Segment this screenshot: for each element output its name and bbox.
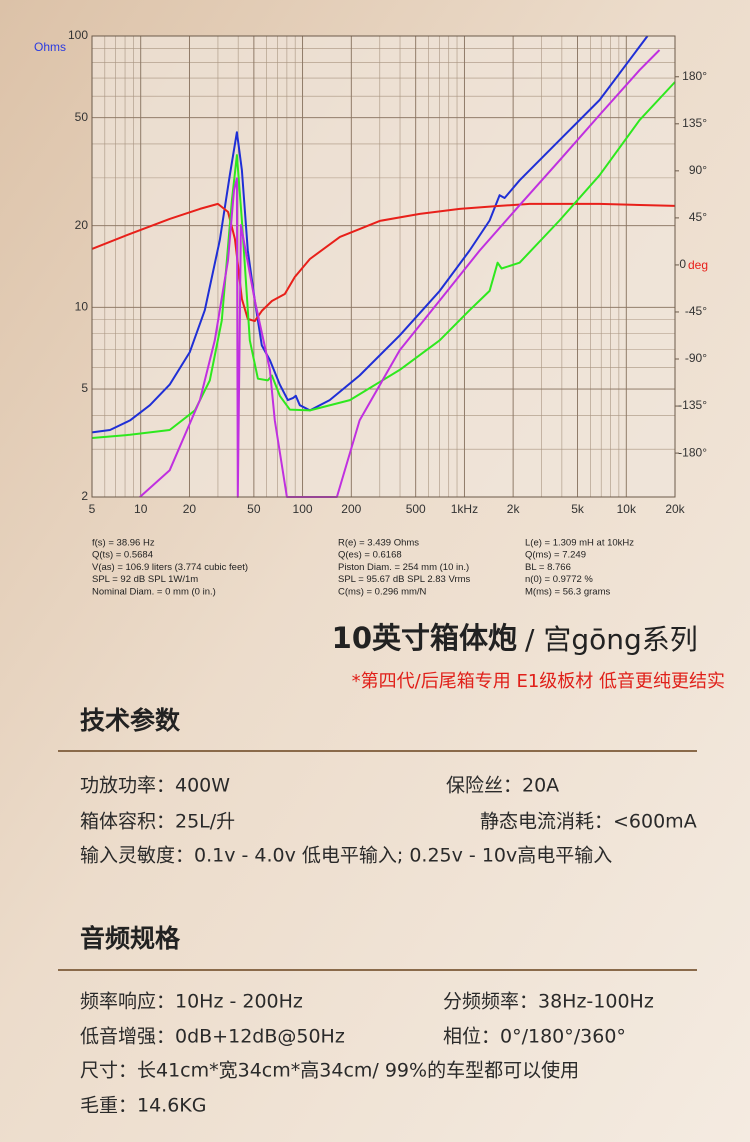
param: BL = 8.766 [525,562,571,573]
y2-tick-label: -90° [685,351,707,365]
spec-item: 分频频率：38Hz-100Hz [443,991,654,1013]
y2-tick-label: -45° [685,304,707,318]
x-tick-label: 20k [665,502,685,516]
series-line [91,81,676,439]
param: Nominal Diam. = 0 mm (0 in.) [92,586,216,597]
x-tick-label: 10 [134,502,148,516]
param: Piston Diam. = 254 mm (10 in.) [338,562,469,573]
param: Q(es) = 0.6168 [338,550,402,561]
series-name: / 宫gōng系列 [525,623,698,656]
y2-tick-label: -180° [678,445,707,459]
y-tick-label: 100 [68,28,88,42]
curves [91,35,676,498]
x-tick-label: 200 [341,502,361,516]
spec-item: 功放功率：400W [80,775,230,797]
grid [91,35,679,498]
x-tick-label: 10k [617,502,637,516]
x-tick-label: 5 [89,502,96,516]
spec-item: 相位：0°/180°/360° [443,1026,626,1048]
param: R(e) = 3.439 Ohms [338,538,419,549]
y2-tick-label: 135° [682,116,707,130]
y-axis-label: Ohms [34,40,66,54]
y2-tick-label: 90° [689,163,707,177]
note: *第四代/后尾箱专用 E1级板材 低音更纯更结实 [352,671,725,692]
param: SPL = 92 dB SPL 1W/1m [92,574,198,585]
x-tick-label: 500 [406,502,426,516]
series-line [91,202,676,322]
y-tick-label: 10 [75,300,89,314]
spec-item: 静态电流消耗：<600mA [480,811,697,833]
spec-item: 毛重：14.6KG [80,1095,207,1117]
spec-item: 输入灵敏度：0.1v - 4.0v 低电平输入; 0.25v - 10v高电平输… [80,845,612,867]
param: C(ms) = 0.296 mm/N [338,586,427,597]
param: n(0) = 0.9772 % [525,574,593,585]
title: 10英寸箱体炮 [332,621,517,655]
y-tick-label: 5 [81,381,88,395]
x-tick-label: 50 [247,502,261,516]
param: M(ms) = 56.3 grams [525,586,611,597]
param: V(as) = 106.9 liters (3.774 cubic feet) [92,562,248,573]
section-heading: 技术参数 [80,706,181,735]
plot-frame [91,35,676,498]
x-tick-label: 1kHz [451,502,478,516]
spec-item: 频率响应：10Hz - 200Hz [80,991,303,1013]
y2-tick-label: 180° [682,69,707,83]
param: Q(ts) = 0.5684 [92,550,153,561]
spec-item: 低音增强：0dB+12dB@50Hz [80,1026,345,1048]
x-tick-label: 100 [293,502,313,516]
x-tick-label: 20 [183,502,197,516]
y2-tick-label: 45° [689,210,707,224]
spec-item: 保险丝：20A [446,775,559,797]
spec-item: 尺寸：长41cm*宽34cm*高34cm/ 99%的车型都可以使用 [80,1060,579,1082]
series-line [91,35,649,434]
x-tick-label: 5k [571,502,585,516]
y2-tick-label: -135° [678,398,707,412]
param: L(e) = 1.309 mH at 10kHz [525,538,634,549]
y-tick-label: 50 [75,110,89,124]
series-line [139,49,661,498]
y2-tick-label: 0 [679,257,686,271]
y-tick-label: 20 [75,218,89,232]
y2-unit: deg [688,258,708,272]
param: SPL = 95.67 dB SPL 2.83 Vrms [338,574,471,585]
plot-area [92,36,675,497]
spec-item: 箱体容积：25L/升 [80,811,235,833]
y-tick-label: 2 [81,489,88,503]
section-heading: 音频规格 [80,924,181,953]
param: f(s) = 38.96 Hz [92,538,155,549]
x-tick-label: 2k [507,502,521,516]
param: Q(ms) = 7.249 [525,550,586,561]
